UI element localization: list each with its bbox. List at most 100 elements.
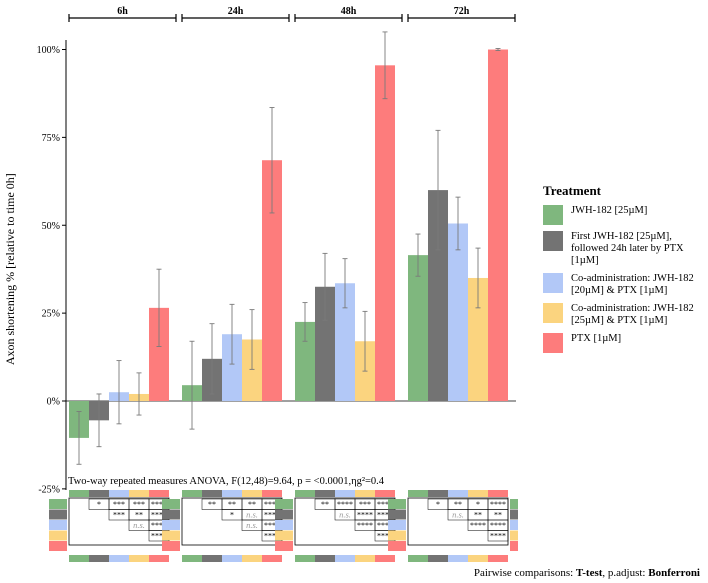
- table-cell-value: ****: [264, 532, 280, 541]
- table-footer-swatch: [242, 555, 262, 562]
- table-row-swatch: [388, 509, 406, 520]
- table-header-swatch: [295, 490, 315, 497]
- table-cell-value: **: [248, 500, 256, 509]
- table-footer-swatch: [69, 555, 89, 562]
- table-footer-swatch: [408, 555, 428, 562]
- table-footer-swatch: [335, 555, 355, 562]
- table-header-swatch: [109, 490, 129, 497]
- table-footer-swatch: [89, 555, 109, 562]
- footer-method: Bonferroni: [648, 567, 700, 579]
- pairwise-footer: Pairwise comparisons: T-test, p.adjust: …: [474, 567, 700, 579]
- table-cell-value: ****: [151, 532, 167, 541]
- table-header-swatch: [315, 490, 335, 497]
- legend-item: First JWH-182 [25µM], followed 24h later…: [543, 231, 708, 267]
- table-header-swatch: [355, 490, 375, 497]
- anova-annotation: Two-way repeated measures ANOVA, F(12,48…: [68, 476, 385, 487]
- y-tick-label: 100%: [37, 45, 60, 56]
- table-header-swatch: [375, 490, 395, 497]
- table-header-swatch: [335, 490, 355, 497]
- error-bars: [76, 31, 501, 465]
- table-cell-value: n.s.: [133, 520, 145, 530]
- table-row-swatch: [388, 520, 406, 530]
- x-category-label: 24h: [228, 6, 244, 17]
- table-header-swatch: [222, 490, 242, 497]
- bar: [375, 65, 395, 401]
- table-footer-swatch: [448, 555, 468, 562]
- table-row-swatch: [510, 499, 518, 509]
- x-category-label: 48h: [341, 6, 357, 17]
- table-row-swatch: [275, 499, 293, 509]
- pairwise-table: ** **** *** ****n.s. **** ******** ********: [275, 490, 405, 562]
- table-footer-swatch: [355, 555, 375, 562]
- table-cell-value: ***: [359, 500, 371, 509]
- table-header-swatch: [408, 490, 428, 497]
- table-footer-swatch: [262, 555, 282, 562]
- table-footer-swatch: [428, 555, 448, 562]
- legend-swatch: [543, 303, 563, 323]
- table-cell-value: ****: [337, 500, 353, 509]
- pairwise-table: * *** *** ******* ** ****n.s. ********: [49, 490, 179, 562]
- bar: [262, 160, 282, 401]
- legend-item: Co-administration: JWH-182 [20µM] & PTX …: [543, 273, 708, 297]
- pairwise-tables: * *** *** ******* ** ****n.s. ********** ** ** **…: [49, 490, 518, 562]
- table-cell-value: **: [474, 511, 482, 520]
- table-cell-value: n.s.: [452, 510, 464, 520]
- table-cell-value: ****: [377, 500, 393, 509]
- legend-item: Co-administration: JWH-182 [25µM] & PTX …: [543, 303, 708, 327]
- table-row-swatch: [388, 541, 406, 551]
- table-cell-value: ***: [133, 500, 145, 509]
- legend-item: JWH-182 [25µM]: [543, 205, 708, 225]
- legend-swatch: [543, 333, 563, 353]
- table-row-swatch: [49, 530, 67, 541]
- bar: [468, 277, 488, 401]
- table-cell-value: **: [208, 500, 216, 509]
- table-header-swatch: [428, 490, 448, 497]
- bar: [222, 334, 242, 401]
- legend-label: First JWH-182 [25µM], followed 24h later…: [571, 231, 684, 266]
- table-cell-value: ****: [377, 511, 393, 520]
- bar: [315, 286, 335, 401]
- legend-title: Treatment: [543, 183, 601, 198]
- table-footer-swatch: [149, 555, 169, 562]
- table-header-swatch: [448, 490, 468, 497]
- table-cell-value: *: [476, 500, 480, 509]
- table-cell-value: n.s.: [246, 510, 258, 520]
- table-row-swatch: [275, 509, 293, 520]
- bar: [488, 49, 508, 401]
- table-header-swatch: [182, 490, 202, 497]
- table-cell-value: ****: [151, 500, 167, 509]
- bars: [69, 49, 508, 438]
- table-cell-value: ****: [357, 521, 373, 530]
- table-footer-swatch: [468, 555, 488, 562]
- table-cell-value: ****: [470, 521, 486, 530]
- table-cell-value: *: [97, 500, 101, 509]
- table-cell-value: **: [228, 500, 236, 509]
- table-row-swatch: [162, 530, 180, 541]
- table-header-swatch: [468, 490, 488, 497]
- table-footer-swatch: [129, 555, 149, 562]
- table-header-swatch: [262, 490, 282, 497]
- y-axis-label: Axon shortening % [relative to time 0h]: [3, 173, 17, 365]
- table-cell-value: *: [436, 500, 440, 509]
- bar: [295, 321, 315, 401]
- table-cell-value: ****: [377, 521, 393, 530]
- bar: [428, 190, 448, 401]
- table-footer-swatch: [315, 555, 335, 562]
- x-category-label: 6h: [117, 6, 128, 17]
- table-cell-value: ****: [151, 511, 167, 520]
- table-row-swatch: [388, 499, 406, 509]
- table-row-swatch: [49, 541, 67, 551]
- y-tick-label: 75%: [42, 133, 60, 144]
- legend-swatch: [543, 205, 563, 225]
- table-footer-swatch: [488, 555, 508, 562]
- table-cell-value: ****: [264, 511, 280, 520]
- table-cell-value: ****: [490, 532, 506, 541]
- legend: Treatment JWH-182 [25µM] First JWH-182 [2…: [543, 183, 708, 359]
- table-footer-swatch: [202, 555, 222, 562]
- table-row-swatch: [162, 520, 180, 530]
- y-tick-label: 50%: [42, 221, 60, 232]
- y-tick-label: -25%: [38, 484, 60, 495]
- legend-label: Co-administration: JWH-182 [25µM] & PTX …: [571, 303, 694, 326]
- table-row-swatch: [162, 499, 180, 509]
- legend-label: JWH-182 [25µM]: [571, 205, 648, 216]
